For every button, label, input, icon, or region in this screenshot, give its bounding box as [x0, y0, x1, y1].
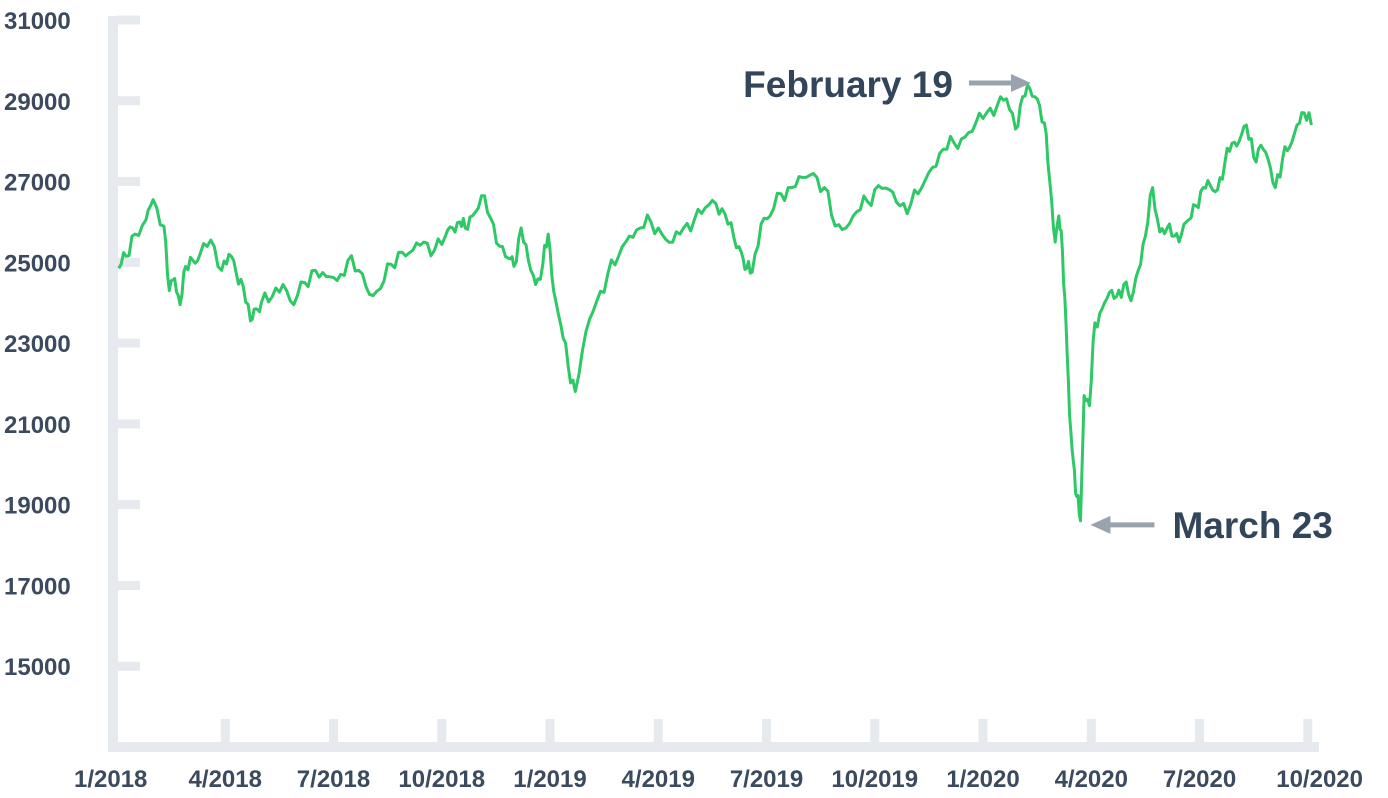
annotation-label: February 19	[743, 64, 953, 105]
x-tick-label: 10/2019	[831, 766, 918, 793]
y-tick-label: 21000	[4, 412, 71, 439]
x-tick-label: 1/2018	[74, 766, 147, 793]
x-tick-label: 4/2020	[1055, 766, 1128, 793]
annotation-arrow-head	[1090, 515, 1111, 534]
x-tick-label: 7/2019	[730, 766, 803, 793]
y-tick-label: 27000	[4, 170, 71, 197]
x-tick-label: 4/2018	[189, 766, 262, 793]
y-tick-label: 23000	[4, 331, 71, 358]
y-tick-label: 19000	[4, 493, 71, 520]
y-tick-label: 15000	[4, 654, 71, 681]
y-tick-label: 25000	[4, 250, 71, 277]
x-tick-label: 7/2018	[297, 766, 370, 793]
x-tick-label: 10/2020	[1276, 766, 1363, 793]
annotation-label: March 23	[1172, 505, 1332, 546]
chart-axes	[108, 16, 1319, 752]
y-tick-label: 29000	[4, 89, 71, 116]
annotations-layer: February 19 March 23	[743, 64, 1333, 546]
y-tick-label: 31000	[4, 8, 71, 35]
x-tick-label: 7/2020	[1163, 766, 1236, 793]
y-tick-label: 17000	[4, 573, 71, 600]
x-tick-label: 10/2018	[398, 766, 485, 793]
x-tick-label: 1/2020	[946, 766, 1019, 793]
y-axis-ticks: 31000 29000 27000 25000 23000 21000 19000 17000…	[4, 8, 140, 681]
annotation-arrow-head	[1010, 74, 1031, 93]
series-line	[117, 83, 1313, 523]
series-layer	[117, 83, 1313, 523]
x-axis-ticks: 1/2018 4/2018 7/2018 10/2018 1/2019 4/2019 7/2…	[74, 719, 1363, 793]
x-tick-label: 1/2019	[513, 766, 586, 793]
x-tick-label: 4/2019	[622, 766, 695, 793]
